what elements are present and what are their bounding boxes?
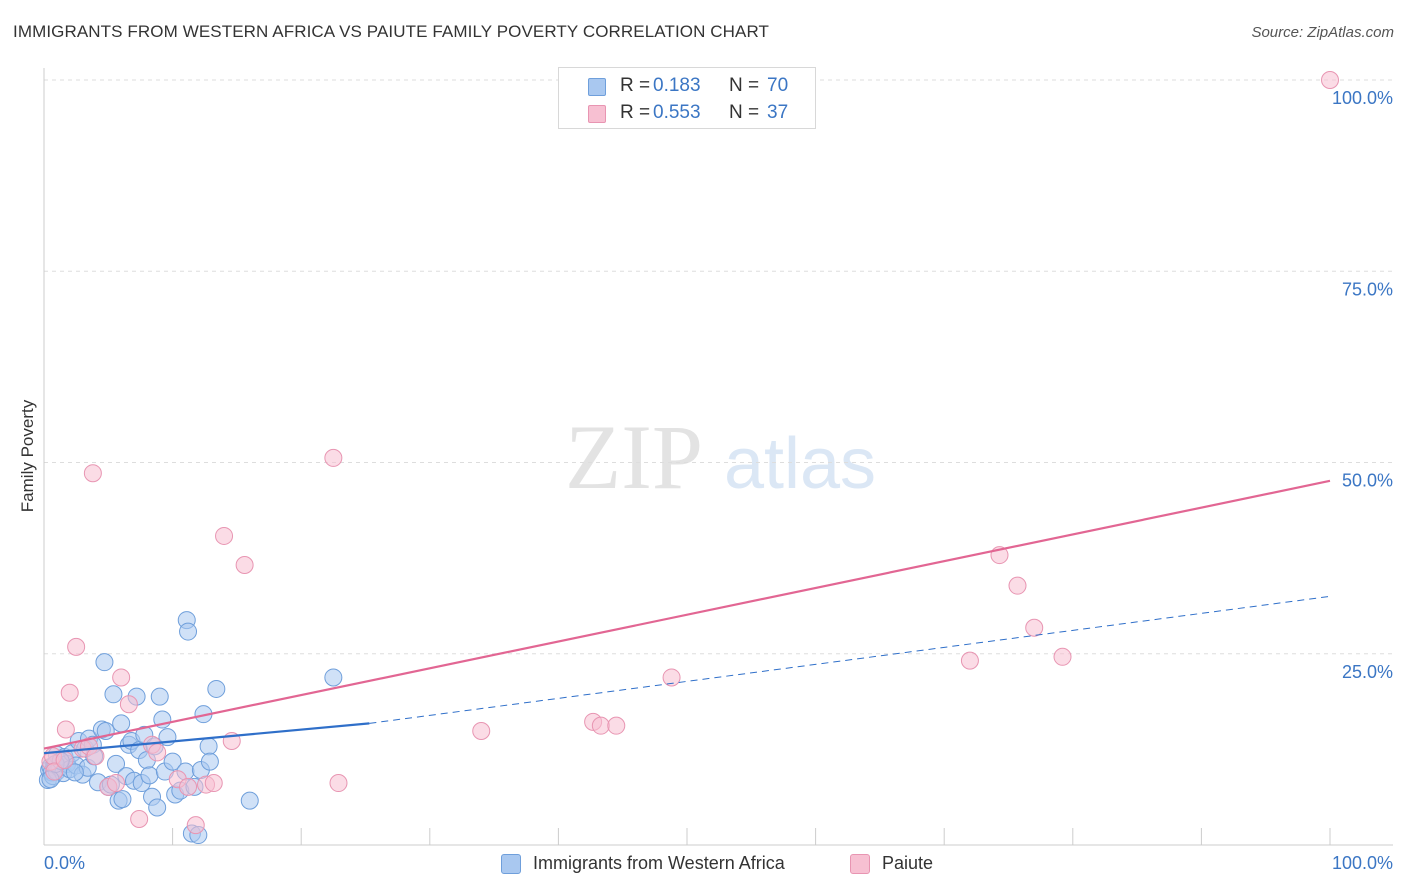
stats-box: R = 0.183 N = 70 R = 0.553 N = 37 <box>558 67 816 129</box>
n-value: 37 <box>767 102 789 123</box>
data-point <box>200 752 219 771</box>
data-point <box>1025 618 1044 637</box>
data-point <box>112 668 131 687</box>
stats-swatch-blue <box>588 78 606 96</box>
data-point <box>104 685 123 704</box>
data-point <box>107 774 126 793</box>
data-point <box>56 720 75 739</box>
r-label: R = <box>620 102 651 123</box>
data-point <box>148 798 167 817</box>
data-point <box>1008 576 1027 595</box>
legend-swatch-pink <box>850 854 870 874</box>
n-label: N = <box>729 102 760 123</box>
r-value: 0.553 <box>653 102 701 123</box>
y-tick-label: 75.0% <box>1342 279 1393 299</box>
chart-source: Source: ZipAtlas.com <box>1251 24 1394 41</box>
data-point <box>67 637 86 656</box>
data-point <box>130 809 149 828</box>
r-label: R = <box>620 75 651 96</box>
legend-swatch-blue <box>501 854 521 874</box>
data-point <box>65 763 84 782</box>
data-point <box>86 747 105 766</box>
watermark: ZIP atlas <box>565 406 876 508</box>
data-point <box>329 774 348 793</box>
trend-line-western-africa-dashed <box>369 595 1331 724</box>
data-point <box>186 816 205 835</box>
data-point <box>591 716 610 735</box>
data-point <box>119 695 138 714</box>
watermark-atlas: atlas <box>724 424 876 504</box>
data-point <box>607 716 626 735</box>
data-point <box>960 651 979 670</box>
stats-swatch-pink <box>588 105 606 123</box>
data-point <box>45 762 64 781</box>
data-point <box>83 464 102 483</box>
axes <box>43 68 1393 846</box>
data-point <box>60 683 79 702</box>
x-tick-label-min: 0.0% <box>44 853 85 873</box>
data-point <box>112 714 131 733</box>
data-point <box>163 752 182 771</box>
r-value: 0.183 <box>653 75 701 96</box>
legend: Immigrants from Western Africa Paiute <box>0 852 1406 878</box>
data-point <box>240 791 259 810</box>
y-tick-label: 25.0% <box>1342 662 1393 682</box>
data-point <box>1321 71 1339 89</box>
y-tick-label: 50.0% <box>1342 471 1393 491</box>
data-point <box>324 668 343 687</box>
n-label: N = <box>729 75 760 96</box>
data-point <box>95 653 114 672</box>
trend-lines <box>43 479 1331 755</box>
n-value: 70 <box>767 75 789 96</box>
y-tick-label: 100.0% <box>1332 88 1393 108</box>
data-point <box>113 790 132 809</box>
data-point <box>148 743 167 762</box>
data-point <box>199 737 218 756</box>
data-point <box>204 774 223 793</box>
chart-title: IMMIGRANTS FROM WESTERN AFRICA VS PAIUTE… <box>13 22 770 41</box>
trend-line-western-africa <box>43 722 370 755</box>
data-point <box>207 679 226 698</box>
data-point <box>140 766 159 785</box>
data-point <box>1053 647 1072 666</box>
trend-line-paiute <box>43 479 1331 750</box>
data-point <box>472 722 491 741</box>
x-tick-label-max: 100.0% <box>1332 853 1393 873</box>
data-point <box>662 668 681 687</box>
data-point <box>324 448 343 467</box>
series-paiute <box>41 71 1339 835</box>
data-point <box>179 777 198 796</box>
watermark-zip: ZIP <box>565 406 703 508</box>
data-point <box>215 526 234 545</box>
data-point <box>179 622 198 641</box>
data-point <box>107 754 126 773</box>
tick-labels: 25.0% 50.0% 75.0% 100.0% 0.0% 100.0% <box>44 88 1393 873</box>
data-point <box>235 556 254 575</box>
data-point <box>55 751 74 770</box>
legend-label: Immigrants from Western Africa <box>533 853 785 873</box>
legend-label: Paiute <box>882 853 934 873</box>
data-point <box>150 687 169 706</box>
